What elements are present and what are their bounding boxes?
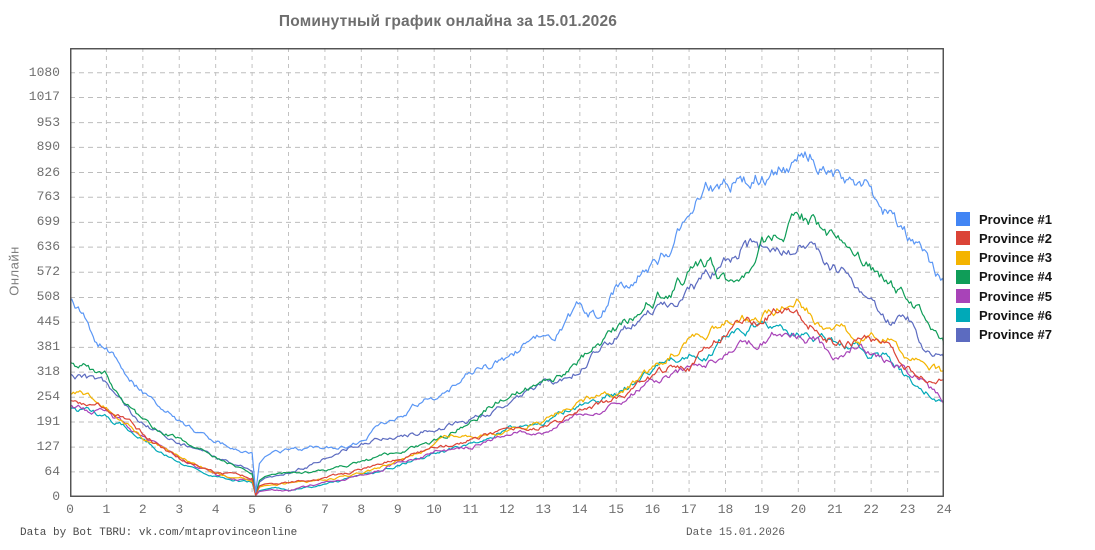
x-tick-label: 1 (102, 502, 111, 517)
x-tick-label: 0 (66, 502, 74, 517)
series-line-province-4 (70, 211, 944, 495)
x-tick-label: 21 (826, 502, 843, 517)
legend-label: Province #6 (979, 307, 1052, 323)
legend-item-province-3: Province #3 (956, 250, 1052, 266)
legend-item-province-1: Province #1 (956, 211, 1052, 227)
x-tick-label: 11 (462, 502, 479, 517)
y-tick-label: 1080 (28, 64, 60, 80)
y-tick-label: 445 (36, 314, 60, 330)
legend-swatch (956, 308, 970, 323)
x-tick-label: 5 (248, 502, 256, 517)
y-tick-label: 826 (36, 164, 60, 180)
footer-date: Date 15.01.2026 (686, 527, 786, 539)
legend-item-province-6: Province #6 (956, 307, 1052, 323)
y-tick-label: 508 (36, 289, 60, 305)
y-tick-label: 64 (44, 463, 60, 479)
legend: Province #1 Province #2 Province #3 Provinc… (956, 212, 1052, 347)
legend-item-province-7: Province #7 (956, 327, 1052, 343)
legend-label: Province #4 (979, 269, 1052, 285)
y-tick-label: 1017 (28, 89, 60, 105)
legend-label: Province #1 (979, 211, 1052, 227)
legend-item-province-4: Province #4 (956, 269, 1052, 285)
y-tick-label: 381 (36, 339, 60, 355)
legend-item-province-5: Province #5 (956, 288, 1052, 304)
x-tick-label: 14 (572, 502, 588, 517)
x-tick-label: 2 (138, 502, 147, 517)
legend-label: Province #7 (979, 327, 1052, 343)
x-tick-label: 20 (790, 502, 807, 517)
x-tick-label: 6 (284, 502, 293, 517)
x-tick-label: 8 (357, 502, 366, 517)
y-tick-label: 318 (36, 364, 60, 380)
y-tick-label: 636 (36, 239, 60, 255)
y-tick-label: 0 (52, 489, 60, 504)
plot-border (70, 48, 944, 497)
y-tick-label: 127 (36, 439, 60, 455)
y-tick-label: 699 (36, 214, 60, 230)
x-tick-label: 3 (175, 502, 184, 517)
x-tick-label: 16 (644, 502, 661, 517)
plot-area (70, 48, 944, 497)
legend-swatch (956, 250, 970, 265)
x-tick-label: 12 (499, 502, 515, 517)
x-tick-label: 13 (535, 502, 552, 517)
legend-swatch (956, 212, 970, 226)
x-tick-label: 4 (211, 502, 220, 517)
legend-swatch (956, 327, 970, 342)
x-tick-label: 9 (393, 502, 402, 517)
chart-title: Поминутный график онлайна за 15.01.2026 (278, 13, 618, 30)
x-tick-label: 23 (899, 502, 916, 517)
series-line-province-1 (70, 151, 944, 493)
x-tick-label: 19 (754, 502, 770, 517)
x-tick-label: 10 (426, 502, 442, 517)
legend-swatch (956, 269, 970, 284)
y-tick-label: 254 (36, 389, 60, 405)
x-tick-label: 15 (608, 502, 625, 517)
x-tick-label: 17 (681, 502, 697, 517)
x-tick-label: 18 (717, 502, 734, 517)
y-tick-label: 890 (36, 139, 60, 155)
y-tick-label: 953 (36, 114, 60, 130)
footer-credit: Data by Bot TBRU: vk.com/mtaprovinceonli… (20, 527, 298, 539)
legend-swatch (956, 289, 970, 304)
legend-swatch (956, 231, 970, 246)
series-line-province-3 (70, 298, 944, 496)
x-tick-label: 24 (936, 502, 952, 517)
legend-item-province-2: Province #2 (956, 230, 1052, 246)
legend-label: Province #3 (979, 250, 1052, 266)
legend-label: Province #2 (979, 230, 1052, 246)
y-tick-label: 763 (36, 189, 60, 205)
y-tick-label: 572 (36, 264, 60, 280)
series-line-province-2 (70, 307, 944, 496)
legend-label: Province #5 (979, 288, 1052, 304)
x-tick-label: 22 (863, 502, 879, 517)
y-tick-label: 191 (36, 413, 60, 429)
x-tick-label: 7 (321, 502, 329, 517)
